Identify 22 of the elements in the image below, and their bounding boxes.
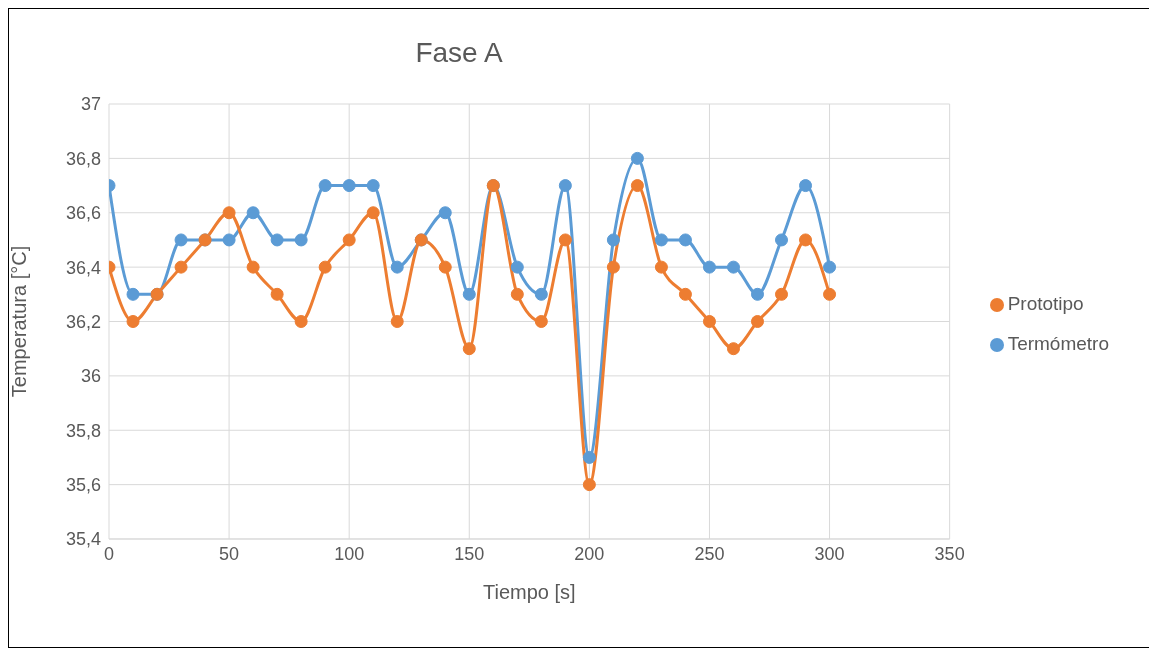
chart-title: Fase A <box>414 37 504 69</box>
x-axis-title: Tiempo [s] <box>483 581 576 603</box>
y-tick-label: 36,8 <box>65 148 101 169</box>
x-tick-label: 350 <box>934 543 965 564</box>
y-tick-label: 36,4 <box>65 257 101 278</box>
y-tick-label: 35,6 <box>65 475 101 496</box>
y-tick-label: 37 <box>80 94 101 115</box>
y-tick-label: 36,2 <box>65 311 101 332</box>
x-tick-label: 0 <box>103 543 115 564</box>
legend-label: Termómetro <box>1007 333 1109 354</box>
x-tick-label: 100 <box>334 543 365 564</box>
legend-label: Prototipo <box>1007 293 1084 314</box>
y-axis-title: Temperatura [°C] <box>8 245 31 398</box>
x-tick-label: 200 <box>574 543 605 564</box>
y-tick-label: 35,4 <box>65 529 101 550</box>
y-tick-label: 36 <box>80 366 101 387</box>
x-tick-label: 250 <box>694 543 725 564</box>
x-tick-label: 300 <box>814 543 845 564</box>
y-tick-label: 35,8 <box>65 420 101 441</box>
y-tick-label: 36,6 <box>65 203 101 224</box>
x-tick-label: 150 <box>454 543 485 564</box>
x-tick-label: 50 <box>219 543 240 564</box>
